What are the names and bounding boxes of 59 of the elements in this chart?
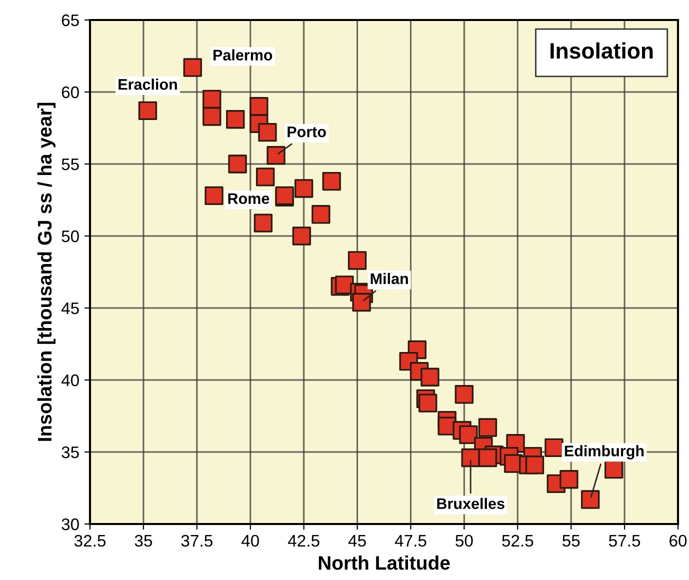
point [420, 368, 440, 386]
point [352, 292, 371, 312]
x-axis-title: North Latitude [318, 556, 450, 570]
y-tick-label: 55 [62, 158, 79, 170]
x-tick-label: 60 [670, 534, 687, 547]
point [250, 97, 268, 116]
point [266, 146, 286, 165]
point [544, 438, 564, 458]
point [202, 107, 222, 126]
point [418, 394, 438, 412]
annotation: Milan [370, 272, 408, 284]
y-axis-title: Insolation [thousand GJ ss / ha year] [37, 102, 56, 441]
annotation: Rome [228, 193, 270, 204]
x-tick-label: 40 [241, 534, 259, 547]
point [254, 214, 273, 232]
point [478, 448, 498, 468]
y-tick-label: 50 [62, 230, 79, 242]
point [312, 205, 330, 224]
point [322, 172, 341, 191]
annotation: Bruxelles [437, 498, 504, 510]
point [580, 490, 600, 509]
point [228, 154, 247, 174]
x-tick-label: 35 [134, 534, 152, 547]
point [294, 179, 314, 198]
annotation: Palermo [214, 49, 272, 61]
point [202, 90, 222, 109]
annotation: Porto [288, 126, 326, 138]
point [560, 470, 578, 489]
x-tick-label: 37.5 [181, 534, 212, 547]
point [604, 460, 624, 479]
y-tick-label: 45 [61, 302, 79, 314]
x-tick-label: 55 [562, 535, 580, 547]
y-tick-label: 60 [62, 86, 79, 98]
x-tick-label: 57.5 [608, 535, 640, 547]
annotation: Eraclion [118, 78, 177, 90]
point [292, 226, 312, 246]
point [348, 251, 367, 270]
x-tick-label: 32.5 [74, 534, 106, 547]
x-tick-label: 52.5 [502, 534, 534, 547]
point [525, 456, 544, 474]
point [138, 101, 158, 120]
point [183, 58, 202, 77]
y-tick-label: 35 [62, 446, 79, 458]
point [258, 122, 277, 142]
annotation: Edimburgh [564, 445, 644, 460]
y-tick-label: 30 [62, 518, 79, 530]
point [204, 186, 224, 206]
point [226, 110, 245, 129]
point [454, 385, 474, 404]
x-tick-label: 47.5 [394, 535, 426, 547]
text: Insolation [550, 42, 653, 59]
x-tick-label: 42.5 [288, 534, 320, 547]
x-tick-label: 45 [348, 535, 366, 547]
point [478, 418, 498, 437]
x-tick-label: 50 [456, 534, 473, 547]
y-tick-label: 40 [61, 374, 79, 386]
point [459, 425, 478, 444]
point [256, 168, 275, 186]
y-tick-label: 65 [62, 14, 79, 26]
